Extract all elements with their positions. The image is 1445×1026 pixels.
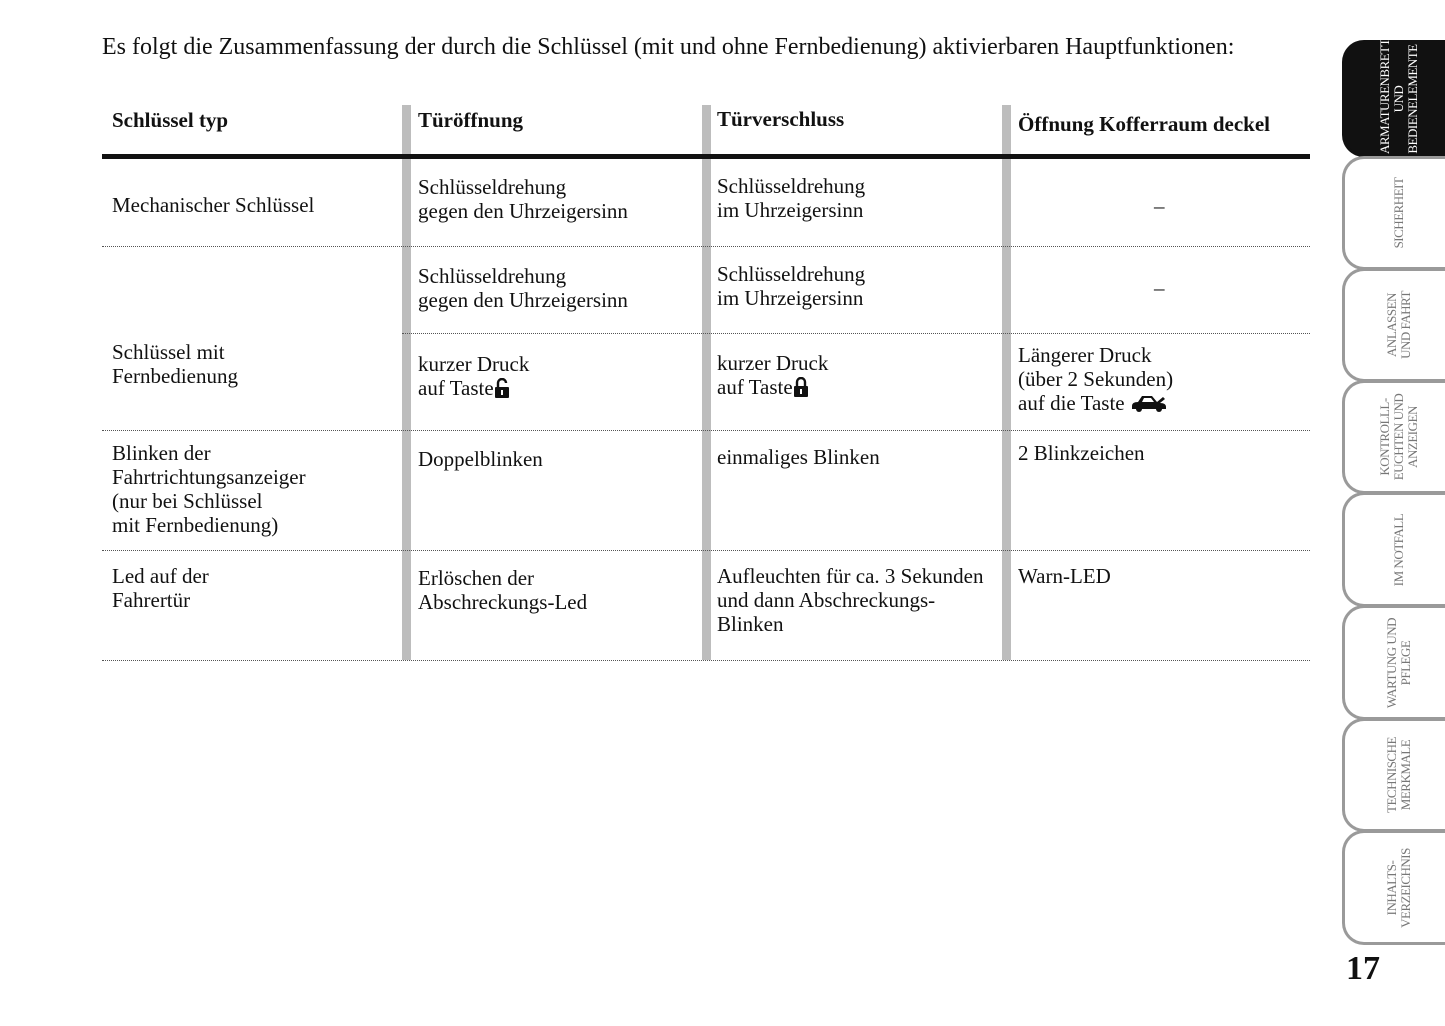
row-divider: [102, 430, 1310, 431]
column-divider: [402, 105, 411, 660]
row-divider: [402, 333, 1310, 334]
padlock-open-icon: [494, 378, 509, 398]
cell-open: Schlüsseldrehung gegen den Uhrzeigersinn: [418, 175, 628, 223]
cell-key: Mechanischer Schlüssel: [112, 193, 315, 217]
header-door-locking: Türverschluss: [717, 107, 845, 131]
tab-technische-merkmale[interactable]: TECHNISCHE MERKMALE: [1342, 718, 1445, 832]
tab-sicherheit[interactable]: SICHERHEIT: [1342, 156, 1445, 270]
cell-trunk: Warn-LED: [1018, 564, 1111, 588]
car-trunk-icon: [1131, 396, 1166, 412]
row-divider: [102, 550, 1310, 551]
cell-trunk: –: [1154, 194, 1165, 218]
cell-close: einmaliges Blinken: [717, 445, 880, 469]
header-door-opening: Türöffnung: [418, 108, 524, 132]
cell-trunk: Längerer Druck (über 2 Sekunden) auf die…: [1018, 343, 1174, 415]
cell-open: Schlüsseldrehung gegen den Uhrzeigersinn: [418, 264, 628, 312]
header-rule: [102, 154, 1310, 159]
row-divider: [102, 246, 1310, 247]
cell-trunk: 2 Blinkzeichen: [1018, 441, 1145, 465]
cell-open: Doppelblinken: [418, 447, 543, 471]
cell-key: Schlüssel mit Fernbedienung: [112, 340, 238, 388]
tab-im-notfall[interactable]: IM NOTFALL: [1342, 492, 1445, 607]
cell-key: Blinken der Fahrtrichtungsanzeiger (nur …: [112, 441, 306, 537]
cell-close: kurzer Druck auf Taste: [717, 351, 829, 399]
column-divider: [702, 105, 711, 660]
cell-close: Aufleuchten für ca. 3 Sekunden und dann …: [717, 564, 984, 636]
page-number: 17: [1346, 950, 1380, 987]
cell-key: Led auf der Fahrertür: [112, 564, 209, 612]
cell-close: Schlüsseldrehung im Uhrzeigersinn: [717, 262, 866, 310]
tab-inhaltsverzeichnis[interactable]: INHALTS- VERZEICHNIS: [1342, 830, 1445, 945]
tab-armaturenbrett[interactable]: ARMATURENBRETT UND BEDIENELEMENTE: [1342, 38, 1445, 157]
cell-open: kurzer Druck auf Taste: [418, 352, 530, 400]
padlock-closed-icon: [793, 377, 808, 397]
cell-open: Erlöschen der Abschreckungs-Led: [418, 566, 588, 614]
cell-trunk: –: [1154, 276, 1165, 300]
tab-anlassen[interactable]: ANLASSEN UND FAHRT: [1342, 268, 1445, 382]
header-key-type: Schlüssel typ: [112, 108, 229, 132]
column-divider: [1002, 105, 1011, 660]
intro-text: Es folgt die Zusammenfassung der durch d…: [102, 34, 1235, 60]
row-divider: [102, 660, 1310, 661]
cell-close: Schlüsseldrehung im Uhrzeigersinn: [717, 174, 866, 222]
tab-kontrollleuchten[interactable]: KONTROLLL- EUCHTEN UND ANZEIGEN: [1342, 380, 1445, 494]
header-trunk-opening: Öffnung Kofferraum deckel: [1018, 112, 1270, 136]
tab-wartung[interactable]: WARTUNG UND PFLEGE: [1342, 605, 1445, 720]
